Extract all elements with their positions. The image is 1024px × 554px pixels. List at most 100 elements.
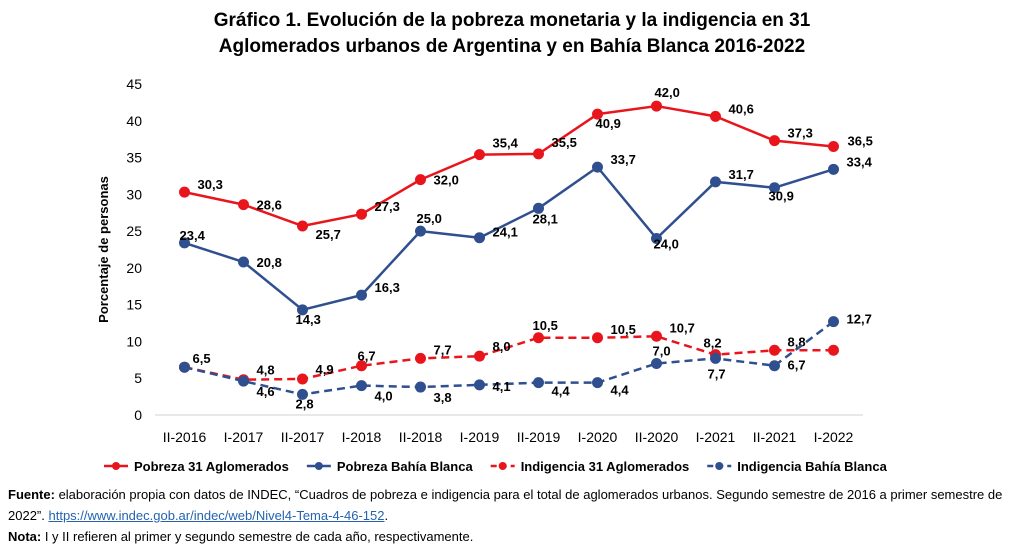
data-label: 24,0 xyxy=(654,236,679,251)
data-label: 4,4 xyxy=(611,383,630,398)
data-label: 4,9 xyxy=(316,362,334,377)
data-point xyxy=(769,135,780,147)
y-tick-label: 30 xyxy=(126,186,142,202)
source-text: elaboración propia con datos de INDEC, “… xyxy=(8,487,1003,523)
data-point xyxy=(651,232,662,244)
data-label: 23,4 xyxy=(180,228,206,243)
data-point xyxy=(710,110,721,122)
data-point xyxy=(474,350,485,362)
data-label: 25,7 xyxy=(316,227,341,242)
data-label: 8,8 xyxy=(788,334,806,349)
legend-marker xyxy=(498,462,507,470)
data-point xyxy=(533,148,544,160)
data-point xyxy=(238,199,249,211)
x-tick-label: II-2017 xyxy=(281,429,325,445)
data-point xyxy=(592,161,603,173)
y-tick-label: 45 xyxy=(126,76,142,92)
x-tick-label: I-2020 xyxy=(578,429,618,445)
x-tick-label: I-2022 xyxy=(814,429,854,445)
y-tick-label: 10 xyxy=(126,333,142,349)
source-label: Fuente: xyxy=(8,487,55,502)
x-tick-label: II-2020 xyxy=(635,429,679,445)
data-label: 24,1 xyxy=(493,225,518,240)
data-point xyxy=(297,304,308,316)
data-label: 16,3 xyxy=(375,280,400,295)
legend-label: Pobreza Bahía Blanca xyxy=(337,459,474,474)
x-tick-label: I-2019 xyxy=(460,429,500,445)
x-tick-label: I-2018 xyxy=(342,429,382,445)
legend-label: Indigencia 31 Aglomerados xyxy=(521,459,690,474)
data-label: 10,5 xyxy=(533,318,558,333)
data-point xyxy=(297,220,308,232)
series-line xyxy=(184,165,834,312)
legend-marker xyxy=(715,462,724,470)
data-point xyxy=(179,237,190,249)
data-point xyxy=(474,149,485,161)
data-label: 32,0 xyxy=(434,173,459,188)
data-point xyxy=(710,176,721,188)
data-point xyxy=(769,344,780,356)
data-label: 36,5 xyxy=(848,134,873,149)
data-point xyxy=(415,225,426,237)
y-tick-label: 20 xyxy=(126,260,142,276)
data-point xyxy=(474,232,485,244)
data-label: 7,7 xyxy=(434,342,452,357)
series-line xyxy=(184,335,834,381)
data-label: 4,1 xyxy=(493,379,511,394)
data-label: 10,5 xyxy=(611,322,636,337)
legend-marker xyxy=(314,462,323,470)
data-point xyxy=(356,289,367,301)
y-tick-label: 40 xyxy=(126,113,142,129)
data-label: 3,8 xyxy=(434,390,452,405)
data-label: 35,4 xyxy=(493,136,519,151)
data-label: 4,0 xyxy=(375,389,393,404)
data-point xyxy=(297,373,308,385)
data-point xyxy=(179,361,190,373)
data-point xyxy=(828,163,839,175)
data-label: 37,3 xyxy=(788,126,813,141)
line-chart: 0 5 10 15 20 25 30 35 40 45 II-2016 I-2017 II-2017 I-… xyxy=(96,76,888,474)
source-link[interactable]: https://www.indec.gob.ar/indec/web/Nivel… xyxy=(48,508,385,523)
data-point xyxy=(651,330,662,342)
data-label: 6,5 xyxy=(193,351,211,366)
data-point xyxy=(828,316,839,328)
data-point xyxy=(651,358,662,370)
chart-title-line-2: Aglomerados urbanos de Argentina y en Ba… xyxy=(218,36,806,57)
chart-footer: Fuente: elaboración propia con datos de … xyxy=(8,484,1013,547)
data-label: 4,8 xyxy=(257,363,275,378)
data-point xyxy=(179,186,190,198)
source-end: . xyxy=(384,508,389,523)
data-point xyxy=(533,377,544,389)
data-point xyxy=(238,375,249,387)
y-tick-label: 0 xyxy=(134,407,142,423)
data-label: 2,8 xyxy=(296,396,314,411)
x-tick-label: I-2021 xyxy=(696,429,736,445)
data-label: 40,9 xyxy=(596,116,621,131)
note-label: Nota: xyxy=(8,529,42,544)
data-point xyxy=(415,174,426,186)
data-point xyxy=(356,380,367,392)
data-label: 7,0 xyxy=(653,344,671,359)
series-line xyxy=(184,104,834,228)
data-label: 4,6 xyxy=(257,384,275,399)
data-label: 31,7 xyxy=(729,167,754,182)
data-point xyxy=(651,100,662,112)
data-point xyxy=(474,379,485,391)
note: Nota: I y II refieren al primer y segund… xyxy=(8,526,1013,547)
data-label: 33,7 xyxy=(611,152,636,167)
chart-title: Gráfico 1. Evolución de la pobreza monet… xyxy=(0,8,1024,60)
data-label: 27,3 xyxy=(375,199,400,214)
data-point xyxy=(533,202,544,214)
data-point xyxy=(828,141,839,153)
data-point xyxy=(769,360,780,372)
y-tick-label: 35 xyxy=(126,150,142,166)
chart-title-line-1: Gráfico 1. Evolución de la pobreza monet… xyxy=(213,10,811,31)
data-label: 4,4 xyxy=(552,384,571,399)
data-point xyxy=(238,256,249,268)
data-label: 25,0 xyxy=(417,211,442,226)
x-tick-label: II-2016 xyxy=(163,429,207,445)
data-label: 28,1 xyxy=(533,211,558,226)
data-point xyxy=(356,360,367,372)
y-tick-label: 25 xyxy=(126,223,142,239)
data-point xyxy=(828,344,839,356)
